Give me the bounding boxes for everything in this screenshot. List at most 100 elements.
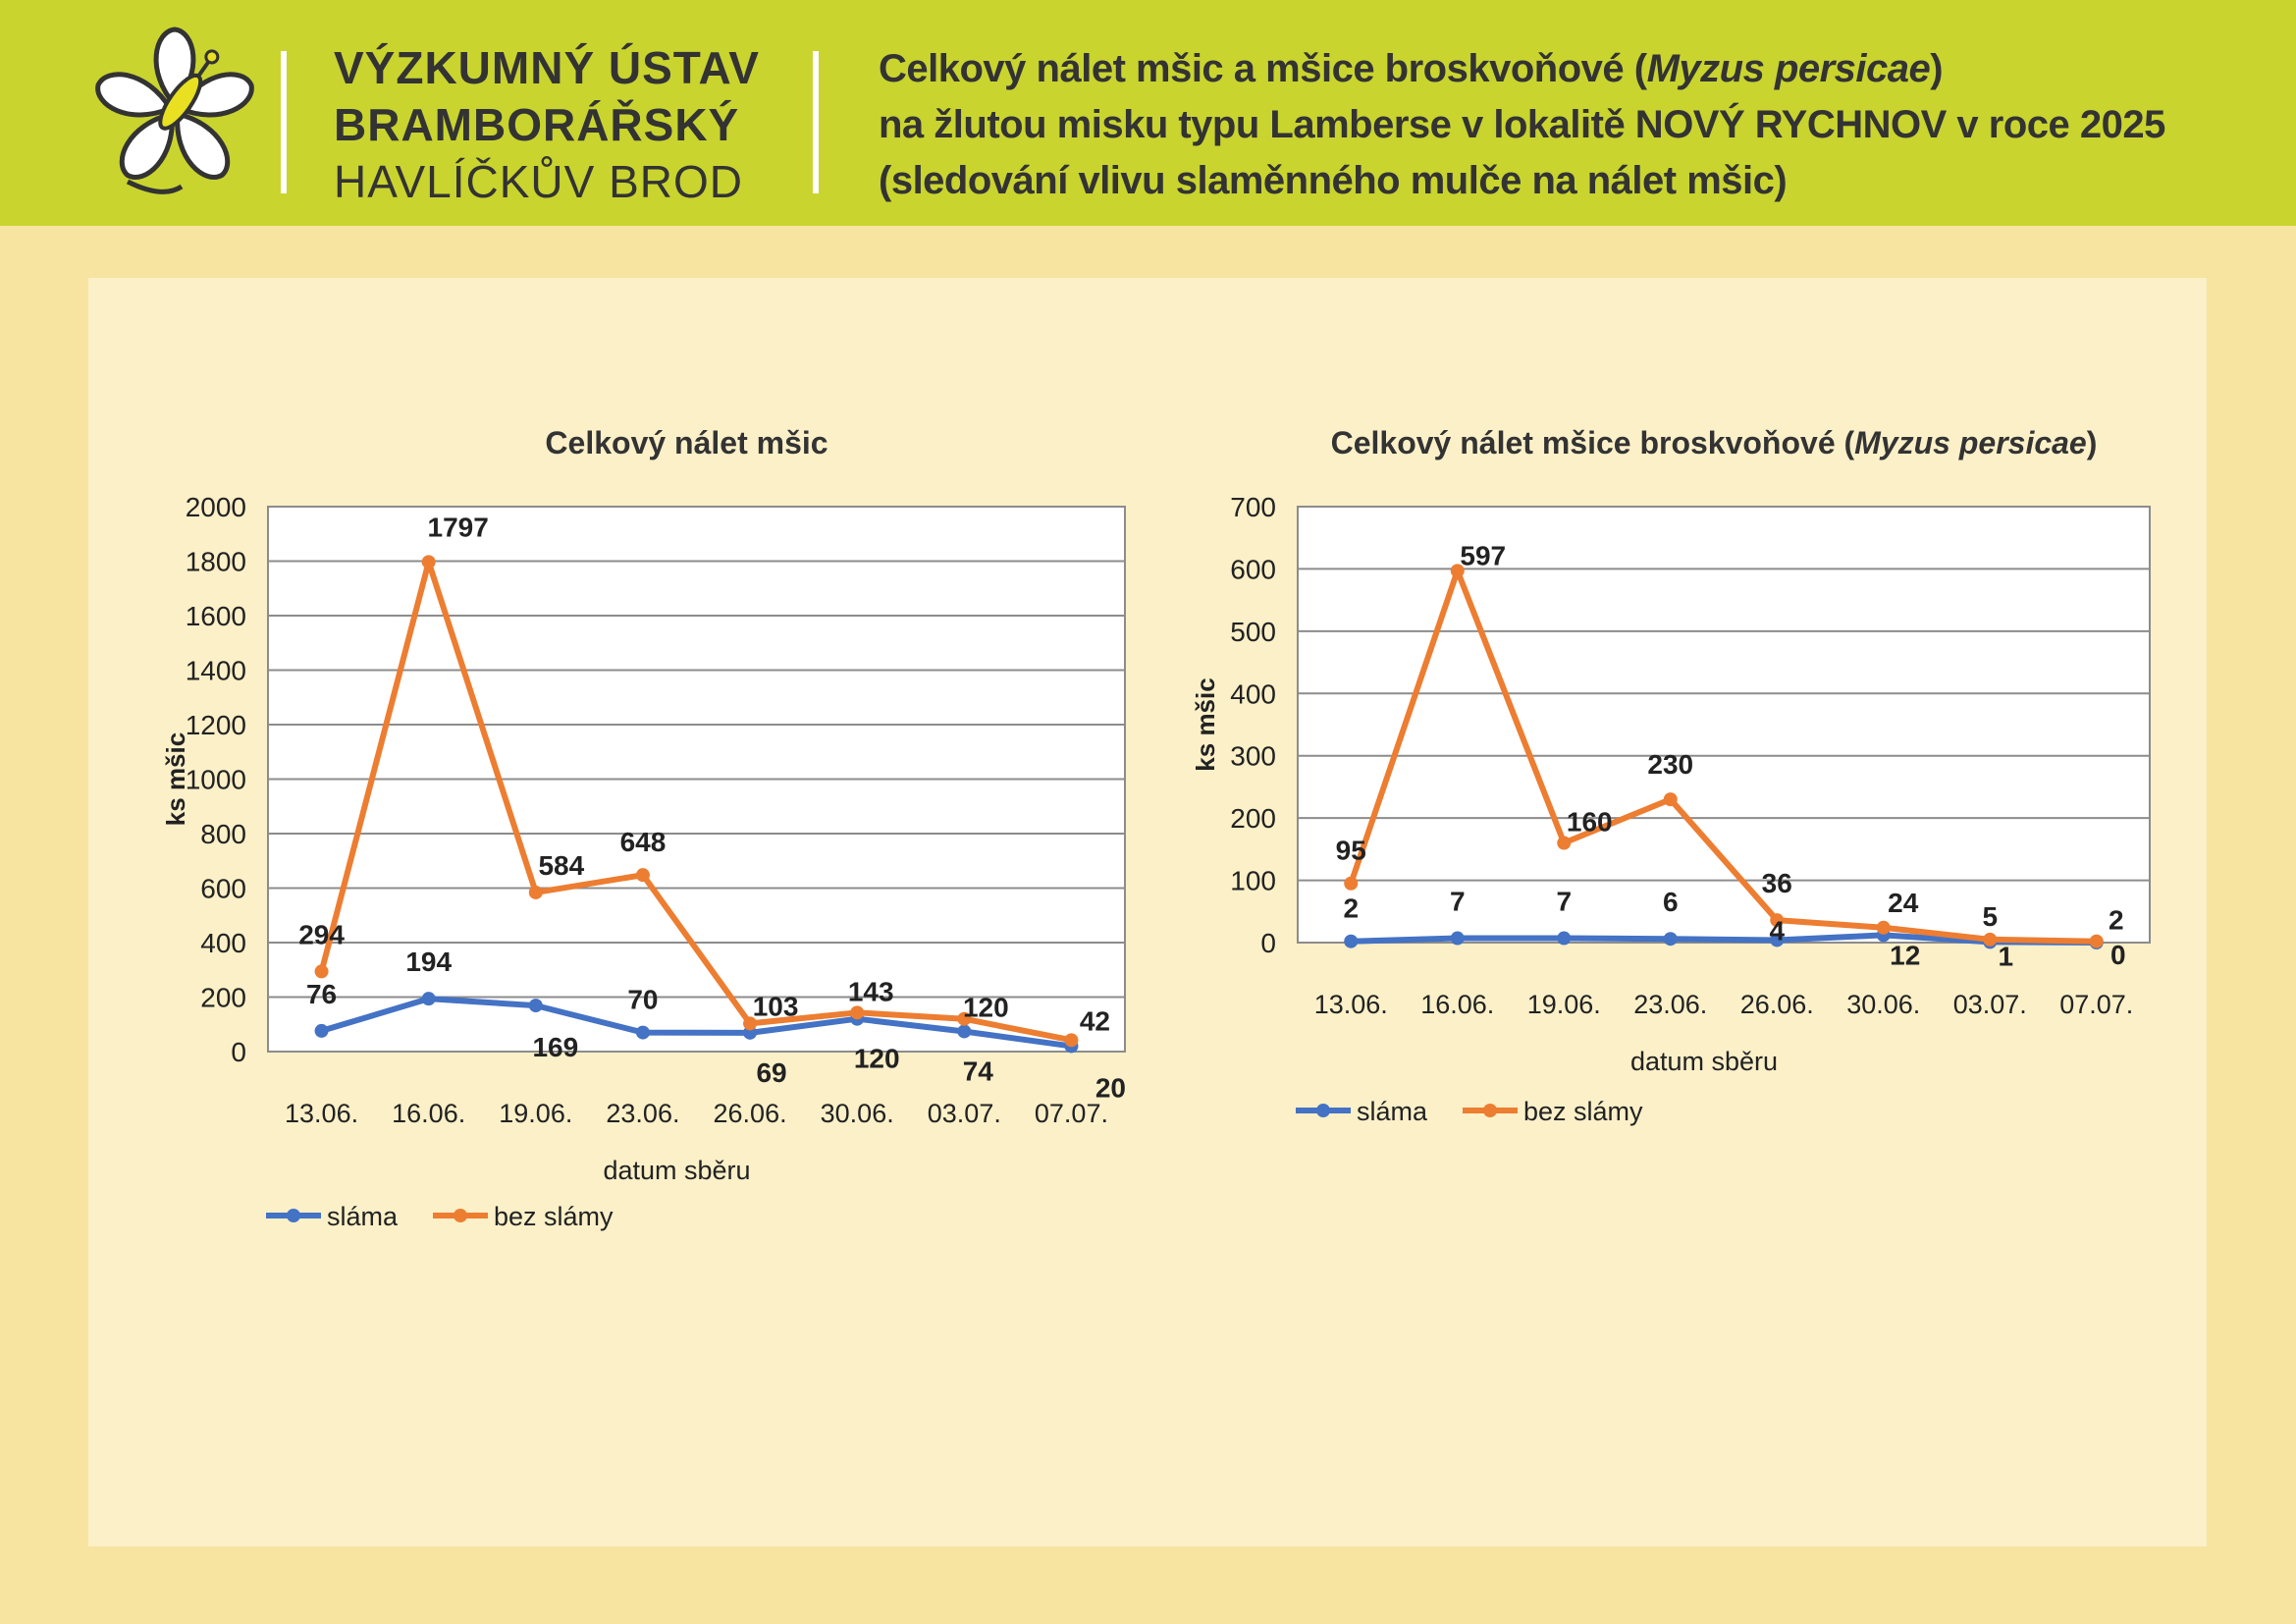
page-title: Celkový nálet mšic a mšice broskvoňové (… [879, 41, 2165, 209]
data-label: 648 [620, 827, 667, 857]
data-point [957, 1024, 972, 1039]
data-label: 12 [1890, 940, 1920, 970]
x-tick-label: 30.06. [1846, 990, 1920, 1019]
x-tick-label: 03.07. [1953, 990, 2027, 1019]
x-tick-label: 26.06. [714, 1099, 787, 1128]
data-label: 160 [1567, 807, 1613, 838]
legend-label: sláma [1357, 1097, 1428, 1126]
x-tick-label: 23.06. [606, 1099, 679, 1128]
x-tick-label: 23.06. [1633, 990, 1707, 1019]
data-label: 143 [848, 976, 894, 1006]
legend-marker [454, 1209, 467, 1222]
data-point [850, 1005, 865, 1020]
y-tick-label: 1400 [186, 656, 246, 686]
y-tick-label: 1600 [186, 601, 246, 631]
x-tick-label: 16.06. [392, 1099, 465, 1128]
institute-line-1: VÝZKUMNÝ ÚSTAV [334, 42, 760, 93]
chart-total-aphids: Celkový nálet mšic 0 200 400 600 800 1000 1200 1… [161, 425, 1126, 1231]
data-label: 120 [854, 1044, 900, 1074]
data-point [1064, 1033, 1079, 1048]
x-axis-label: datum sběru [1630, 1047, 1778, 1076]
data-point [1344, 876, 1359, 891]
chart-title: Celkový nálet mšice broskvoňové (Myzus p… [1331, 425, 2098, 460]
y-tick-label: 100 [1230, 866, 1276, 896]
data-point [528, 999, 543, 1013]
series-line [1351, 932, 2097, 946]
data-point [957, 1011, 972, 1026]
data-point [1983, 932, 1998, 947]
data-label: 294 [298, 919, 345, 949]
data-label: 36 [1762, 868, 1792, 898]
plot-area [1297, 506, 2151, 944]
data-point [1770, 933, 1785, 947]
institute-line-2: BRAMBORÁŘSKÝ [334, 99, 740, 150]
data-point [635, 1025, 650, 1040]
y-tick-label: 500 [1230, 617, 1276, 647]
data-point [1557, 836, 1572, 850]
data-label: 1 [1998, 941, 2013, 971]
data-point [635, 868, 650, 883]
data-point [743, 1016, 758, 1031]
data-point [2089, 934, 2104, 948]
y-tick-label: 700 [1230, 492, 1276, 522]
divider [281, 51, 287, 193]
data-label: 1797 [428, 512, 489, 542]
data-label: 76 [306, 979, 337, 1009]
data-point [314, 964, 329, 979]
x-tick-label: 07.07. [1035, 1099, 1108, 1128]
data-label: 103 [753, 991, 799, 1021]
data-point [528, 885, 543, 899]
y-tick-label: 0 [231, 1037, 246, 1067]
data-point [421, 992, 436, 1006]
data-label: 42 [1080, 1005, 1110, 1036]
title-line-1: Celkový nálet mšic a mšice broskvoňové (… [879, 47, 1944, 90]
data-point [1876, 920, 1891, 935]
y-tick-label: 400 [1230, 678, 1276, 709]
data-label: 24 [1888, 888, 1919, 918]
x-tick-label: 19.06. [499, 1099, 572, 1128]
data-label: 169 [532, 1032, 578, 1062]
y-tick-label: 2000 [186, 492, 246, 522]
x-axis-label: datum sběru [603, 1156, 750, 1185]
data-label: 2 [2109, 905, 2124, 936]
x-tick-label: 07.07. [2059, 990, 2133, 1019]
data-label: 20 [1095, 1072, 1126, 1103]
data-point [1663, 932, 1678, 947]
y-tick-label: 600 [1230, 554, 1276, 584]
x-tick-label: 26.06. [1740, 990, 1814, 1019]
data-label: 597 [1460, 540, 1506, 570]
data-label: 0 [2110, 940, 2126, 970]
series-line [1348, 568, 2097, 945]
chart-myzus-persicae: Celkový nálet mšice broskvoňové (Myzus p… [1191, 425, 2151, 1126]
legend-marker [1316, 1104, 1330, 1117]
x-tick-label: 16.06. [1420, 990, 1494, 1019]
institute-name: VÝZKUMNÝ ÚSTAV BRAMBORÁŘSKÝ HAVLÍČKŮV BR… [334, 39, 760, 210]
data-label: 2 [1343, 893, 1359, 924]
y-tick-label: 1200 [186, 710, 246, 740]
data-point [1557, 931, 1572, 946]
y-tick-label: 300 [1230, 741, 1276, 772]
legend-label: bez slámy [1523, 1097, 1643, 1126]
data-point [1770, 913, 1785, 928]
y-axis-label: ks mšic [1191, 677, 1220, 771]
data-label: 70 [627, 985, 658, 1015]
institute-line-3: HAVLÍČKŮV BROD [334, 156, 744, 207]
y-tick-label: 800 [200, 819, 246, 849]
data-point [1450, 931, 1465, 946]
title-line-2: na žlutou misku typu Lamberse v lokalitě… [879, 103, 2165, 146]
legend-label: bez slámy [494, 1202, 614, 1231]
data-point [421, 555, 436, 569]
y-tick-label: 400 [200, 928, 246, 958]
data-label: 584 [538, 850, 584, 881]
legend-marker [287, 1209, 300, 1222]
x-tick-label: 30.06. [821, 1099, 894, 1128]
y-tick-label: 1000 [186, 765, 246, 795]
data-label: 230 [1647, 749, 1693, 780]
y-tick-label: 600 [200, 874, 246, 904]
legend-marker [1483, 1104, 1497, 1117]
data-label: 194 [405, 947, 452, 977]
y-tick-label: 200 [1230, 803, 1276, 834]
x-tick-label: 13.06. [285, 1099, 358, 1128]
data-label: 7 [1556, 887, 1572, 917]
title-line-3: (sledování vlivu slaměnného mulče na nál… [879, 159, 1788, 202]
